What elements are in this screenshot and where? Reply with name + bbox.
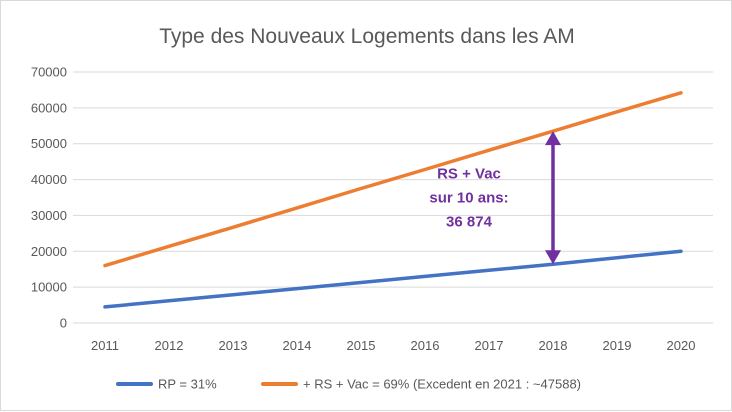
series-line-2 — [103, 91, 683, 268]
x-tick-label: 2020 — [667, 338, 696, 353]
x-tick-label: 2018 — [539, 338, 568, 353]
y-tick-label: 70000 — [31, 65, 67, 80]
y-tick-label: 20000 — [31, 244, 67, 259]
x-tick-label: 2015 — [347, 338, 376, 353]
series-line-1 — [103, 249, 683, 309]
annotation-label-line: RS + Vac — [437, 166, 501, 183]
x-tick-label: 2019 — [603, 338, 632, 353]
x-tick-label: 2014 — [283, 338, 312, 353]
legend-label-1: RP = 31% — [158, 377, 217, 392]
y-tick-label: 10000 — [31, 280, 67, 295]
y-tick-label: 60000 — [31, 100, 67, 115]
series-lines — [103, 91, 683, 309]
x-tick-label: 2012 — [155, 338, 184, 353]
x-tick-label: 2017 — [475, 338, 504, 353]
y-tick-label: 50000 — [31, 136, 67, 151]
y-tick-label: 30000 — [31, 208, 67, 223]
y-tick-label: 0 — [60, 316, 67, 331]
chart-title: Type des Nouveaux Logements dans les AM — [159, 25, 575, 48]
legend: RP = 31% + RS + Vac = 69% (Excedent en 20… — [116, 377, 581, 392]
annotation-label-line: 36 874 — [446, 214, 493, 231]
annotation-label-line: sur 10 ans: — [429, 190, 508, 207]
y-axis-ticks: 0 10000 20000 30000 40000 50000 60000 70000 — [31, 65, 67, 331]
y-tick-label: 40000 — [31, 172, 67, 187]
annotation-arrowhead-up — [545, 131, 561, 146]
x-axis-ticks: 2011 2012 2013 2014 2015 2016 2017 2018 2019 2020 — [91, 338, 695, 353]
legend-label-2: + RS + Vac = 69% (Excedent en 2021 : ~47… — [303, 377, 581, 392]
annotation-arrowhead-down — [545, 250, 561, 265]
x-tick-label: 2011 — [91, 338, 119, 353]
gridlines — [73, 71, 713, 324]
x-tick-label: 2016 — [411, 338, 440, 353]
x-tick-label: 2013 — [219, 338, 248, 353]
annotation: RS + Vac sur 10 ans: 36 874 — [429, 131, 561, 265]
